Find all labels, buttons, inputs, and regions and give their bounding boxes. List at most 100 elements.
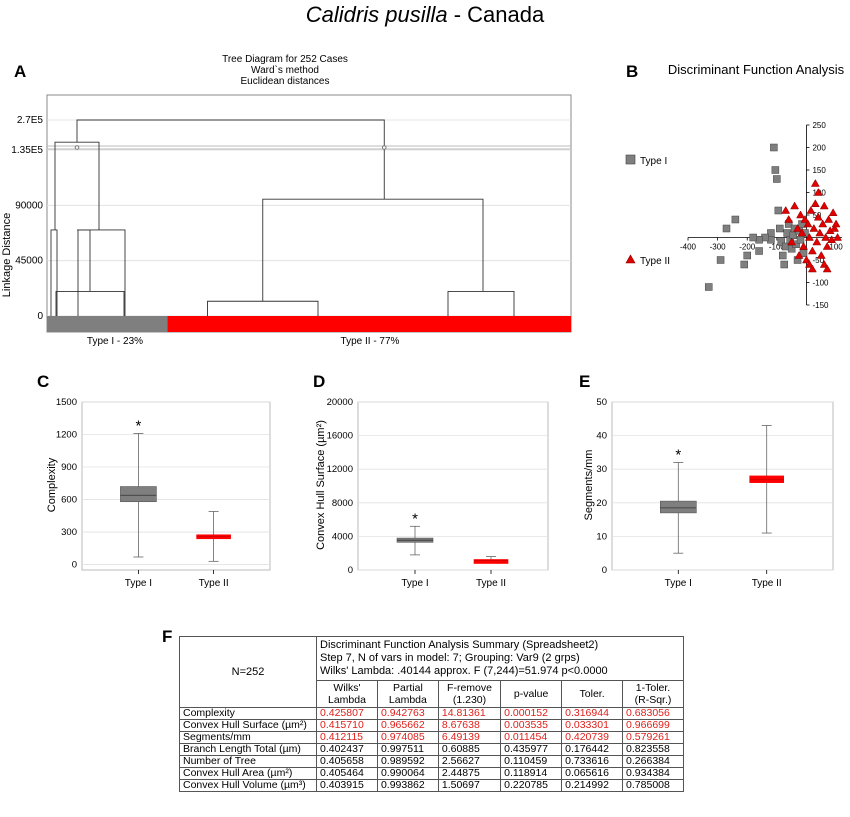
discriminant-scatter-chart: Discriminant Function Analysis Type I Ty… [625,62,845,310]
type-2-point [822,241,832,250]
y-tick-label: 150 [812,166,826,175]
significance-marker: * [675,446,681,463]
type-2-point [815,228,825,237]
summary-line-2: Step 7, N of vars in model: 7; Grouping:… [320,652,580,664]
panel-letter-a: A [14,62,27,81]
dendrogram-plot-frame [46,94,572,333]
summary-line-1: Discriminant Function Analysis Summary (… [320,639,599,651]
table-cell: 0.997511 [376,743,439,756]
summary-table: N=252 Discriminant Function Analysis Sum… [179,636,684,792]
type-2-point [827,235,837,243]
table-cell: 0.110459 [500,755,563,768]
region-name: - Canada [447,2,545,27]
type-2-point [803,219,813,228]
column-header: F-remove (1.230) [437,680,502,708]
y-tick-label: 4000 [332,531,353,542]
table-cell: 0.405658 [316,755,378,768]
segments-boxplot: Segments/mm 0 10 20 30 40 50 Type I * Type II [583,397,834,589]
type-1-point [771,166,780,174]
type-2-point [809,223,819,232]
type-2-point [807,264,817,273]
y-tick-label: 600 [61,495,77,506]
type-2-point [810,199,820,207]
table-row: Complexity 0.425807 0.942763 14.81361 0.… [179,707,684,720]
type-2-point [819,259,829,268]
y-tick-label: 300 [61,527,77,538]
x-tick-label: -300 [710,243,727,252]
type-2-point [828,208,838,216]
plot-frame [81,401,271,571]
y-tick-label: 0 [348,565,353,576]
type-2-point [813,212,823,221]
type-2-point [816,250,826,259]
dendrogram-link [76,119,385,200]
scatter-title: Discriminant Function Analysis [668,62,845,77]
type-2-point [793,223,803,232]
type-1-point [755,247,763,255]
row-label: Convex Hull Surface (µm²) [179,719,317,732]
type-2-point [810,178,820,187]
panel-letter-b: B [626,62,639,81]
type-1-point [743,251,751,260]
x-tick-label: -200 [739,243,756,252]
y-tick-label: 20000 [327,397,353,408]
type-2-point [790,201,800,210]
legend-type-1-label: Type I [640,156,667,167]
y-tick-label: 1.35E5 [11,145,43,156]
n-cell: N=252 [179,636,317,708]
table-cell: 0.974085 [376,731,439,744]
column-header: Wilks' Lambda [316,680,378,708]
table-cell: 0.420739 [561,731,624,744]
dendrogram-title-line-2: Ward`s method [251,64,319,76]
dendrogram-y-label: Linkage Distance [1,213,13,297]
convex-hull-boxplot: Convex Hull Surface (µm²) 0 4000 8000 12000… [315,397,549,589]
table-cell: 0.316944 [561,707,624,720]
x-tick-label: -400 [680,243,697,252]
legend-type-1-marker [625,154,636,165]
y-tick-label: 90000 [15,200,43,211]
type-2-point [830,223,840,232]
plot-frame [611,401,834,571]
type-1-point [776,224,784,233]
type-1-point [722,224,731,233]
y-tick-label: 30 [596,464,607,475]
type-2-point [787,237,797,246]
plot-frame [357,401,549,571]
table-cell: 0.989592 [376,755,439,768]
legend-type-2-label: Type II [640,256,670,267]
table-cell: 0.966699 [622,719,684,732]
table-cell: 1.50697 [437,779,502,792]
x-tick-label: 100 [829,243,843,252]
table-cell: 0.220785 [500,779,563,792]
table-cell: 2.56627 [437,755,502,768]
dendrogram-link [50,229,58,316]
type-1-point [777,238,786,246]
segments-y-label: Segments/mm [583,450,595,521]
column-header: Partial Lambda [376,680,439,708]
column-header: p-value [500,680,563,708]
type-2-point [833,232,842,241]
table-cell: 2.44875 [437,767,502,780]
group-bar-type-1 [47,316,168,332]
type-1-point [774,206,783,215]
y-tick-label: 900 [61,462,77,473]
significance-marker: * [135,417,141,434]
type-2-point [824,214,834,223]
type-1-point [740,260,749,269]
y-tick-label: -150 [812,301,829,310]
table-cell: 0.415710 [316,719,378,732]
panel-letter-d: D [313,372,326,391]
type-1-point [770,143,778,152]
y-tick-label: 200 [812,144,826,153]
table-cell: 0.176442 [561,743,624,756]
type-1-point [780,260,788,269]
category-label: Type II [199,578,229,589]
type-2-point [794,250,804,259]
dendrogram-title-line-3: Euclidean distances [241,76,330,87]
category-label: Type I [401,578,428,589]
dendrogram-title-line-1: Tree Diagram for 252 Cases [222,54,348,65]
y-tick-label: 250 [812,121,826,130]
column-header: 1-Toler. (R-Sqr.) [622,680,684,708]
type-2-point [804,259,814,268]
type-2-point [796,210,805,219]
